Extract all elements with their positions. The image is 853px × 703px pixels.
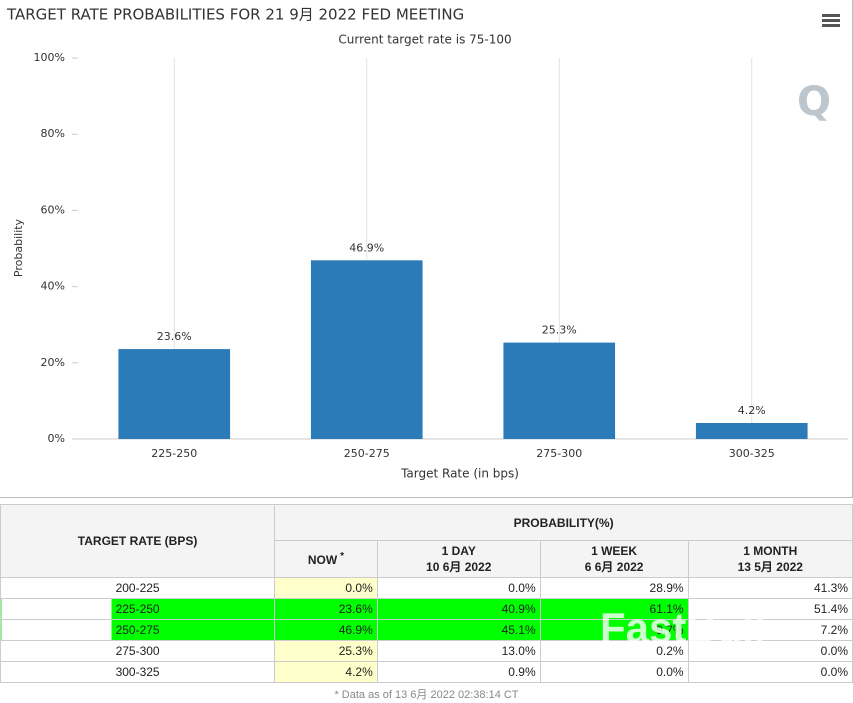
probability-cell: 0.0% bbox=[274, 577, 378, 599]
column-label: NOW bbox=[307, 553, 338, 567]
probability-cell: 45.1% bbox=[376, 619, 541, 641]
column-header: 1 WEEK 6 6月 2022 bbox=[539, 540, 689, 578]
rate-cell: 250-275 bbox=[0, 619, 276, 641]
rate-cell: 225-250 bbox=[0, 598, 276, 620]
probability-cell: 41.3% bbox=[687, 577, 853, 599]
rate-header: TARGET RATE (BPS) bbox=[0, 504, 276, 578]
probability-cell: 25.3% bbox=[274, 640, 378, 662]
probability-table: TARGET RATE (BPS) PROBABILITY(%) NOW * 1 DA… bbox=[0, 504, 853, 683]
value-label: 46.9% bbox=[349, 241, 384, 254]
table-row: 250-275 46.9% 45.1% 9.7% 7.2% bbox=[0, 619, 853, 641]
column-date: 6 6月 2022 bbox=[584, 559, 644, 574]
column-header: 1 MONTH 13 5月 2022 bbox=[687, 540, 853, 578]
probability-cell: 46.9% bbox=[274, 619, 378, 641]
probability-cell: 28.9% bbox=[539, 577, 689, 599]
menu-button[interactable] bbox=[822, 14, 840, 27]
chart-title: TARGET RATE PROBABILITIES FOR 21 9月 2022… bbox=[6, 6, 464, 24]
x-tick-label: 225-250 bbox=[151, 447, 197, 460]
table-row: 200-225 0.0% 0.0% 28.9% 41.3% bbox=[0, 577, 853, 599]
probability-cell: 0.0% bbox=[687, 661, 853, 683]
y-tick-label: 40% bbox=[41, 280, 65, 293]
y-tick-label: 100% bbox=[34, 51, 65, 64]
table-row: 275-300 25.3% 13.0% 0.2% 0.0% bbox=[0, 640, 853, 662]
table-row: 300-325 4.2% 0.9% 0.0% 0.0% bbox=[0, 661, 853, 683]
chart-subtitle: Current target rate is 75-100 bbox=[338, 33, 511, 47]
probability-cell: 23.6% bbox=[274, 598, 378, 620]
chart: TARGET RATE PROBABILITIES FOR 21 9月 2022… bbox=[0, 0, 853, 498]
column-date: 10 6月 2022 bbox=[426, 559, 492, 574]
rate-cell: 300-325 bbox=[0, 661, 276, 683]
column-label: 1 DAY bbox=[441, 543, 476, 558]
x-tick-label: 275-300 bbox=[536, 447, 582, 460]
y-axis-label: Probability bbox=[12, 218, 25, 277]
column-header: 1 DAY 10 6月 2022 bbox=[376, 540, 541, 578]
bar bbox=[695, 422, 808, 439]
value-label: 4.2% bbox=[738, 404, 766, 417]
watermark: FastBull bbox=[600, 604, 766, 651]
bar bbox=[310, 260, 423, 439]
probability-cell: 61.1% bbox=[539, 598, 689, 620]
rate-cell: 200-225 bbox=[0, 577, 276, 599]
probability-cell: 9.7% bbox=[539, 619, 689, 641]
column-header: NOW * bbox=[274, 540, 378, 578]
bar bbox=[503, 342, 616, 439]
y-tick-label: 0% bbox=[48, 432, 65, 445]
y-tick-label: 20% bbox=[41, 356, 65, 369]
probability-cell: 0.0% bbox=[376, 577, 541, 599]
probability-cell: 4.2% bbox=[274, 661, 378, 683]
y-tick-label: 80% bbox=[41, 127, 65, 140]
x-tick-label: 300-325 bbox=[729, 447, 775, 460]
footnote: * Data as of 13 6月 2022 02:38:14 CT bbox=[334, 689, 519, 701]
x-axis-label: Target Rate (in bps) bbox=[400, 467, 519, 481]
column-label: 1 WEEK bbox=[591, 543, 638, 558]
probability-cell: 13.0% bbox=[376, 640, 541, 662]
probability-cell: 0.0% bbox=[539, 661, 689, 683]
bar bbox=[118, 349, 231, 439]
column-date: 13 5月 2022 bbox=[737, 559, 803, 574]
probability-cell: 0.9% bbox=[376, 661, 541, 683]
table-row: 225-250 23.6% 40.9% 61.1% 51.4% bbox=[0, 598, 853, 620]
logo: Q bbox=[797, 79, 831, 125]
column-label: 1 MONTH bbox=[743, 543, 798, 558]
rate-cell: 275-300 bbox=[0, 640, 276, 662]
value-label: 25.3% bbox=[542, 324, 577, 337]
x-tick-label: 250-275 bbox=[344, 447, 390, 460]
probability-header: PROBABILITY(%) bbox=[274, 504, 853, 541]
column-note: * bbox=[340, 551, 345, 562]
probability-cell: 40.9% bbox=[376, 598, 541, 620]
value-label: 23.6% bbox=[157, 330, 192, 343]
y-tick-label: 60% bbox=[41, 203, 65, 216]
